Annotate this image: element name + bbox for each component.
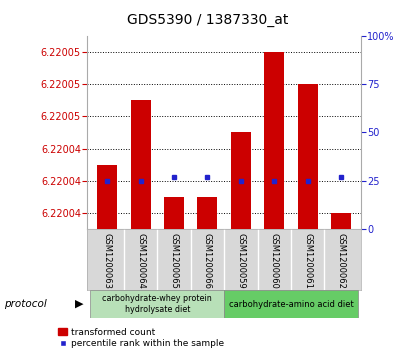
Bar (331, 213, 351, 229)
Text: GSM1200065: GSM1200065 (169, 233, 178, 289)
Bar (97, 164, 117, 229)
Text: carbohydrate-whey protein
hydrolysate diet: carbohydrate-whey protein hydrolysate di… (103, 294, 212, 314)
Text: GSM1200066: GSM1200066 (203, 233, 212, 289)
Bar (298, 85, 317, 229)
Bar (264, 52, 284, 229)
Bar (90, 290, 224, 318)
Text: protocol: protocol (4, 299, 47, 309)
Text: GSM1200059: GSM1200059 (236, 233, 245, 289)
Legend: transformed count, percentile rank within the sample: transformed count, percentile rank withi… (59, 327, 224, 348)
Text: ▶: ▶ (75, 299, 83, 309)
Bar (224, 290, 358, 318)
Text: GDS5390 / 1387330_at: GDS5390 / 1387330_at (127, 13, 288, 27)
Bar (231, 132, 251, 229)
Bar (198, 197, 217, 229)
Text: GSM1200063: GSM1200063 (103, 233, 112, 289)
Text: GSM1200061: GSM1200061 (303, 233, 312, 289)
Text: carbohydrate-amino acid diet: carbohydrate-amino acid diet (229, 299, 353, 309)
Text: GSM1200064: GSM1200064 (136, 233, 145, 289)
Bar (131, 101, 151, 229)
Bar (164, 197, 184, 229)
Text: GSM1200062: GSM1200062 (337, 233, 346, 289)
Text: GSM1200060: GSM1200060 (270, 233, 279, 289)
